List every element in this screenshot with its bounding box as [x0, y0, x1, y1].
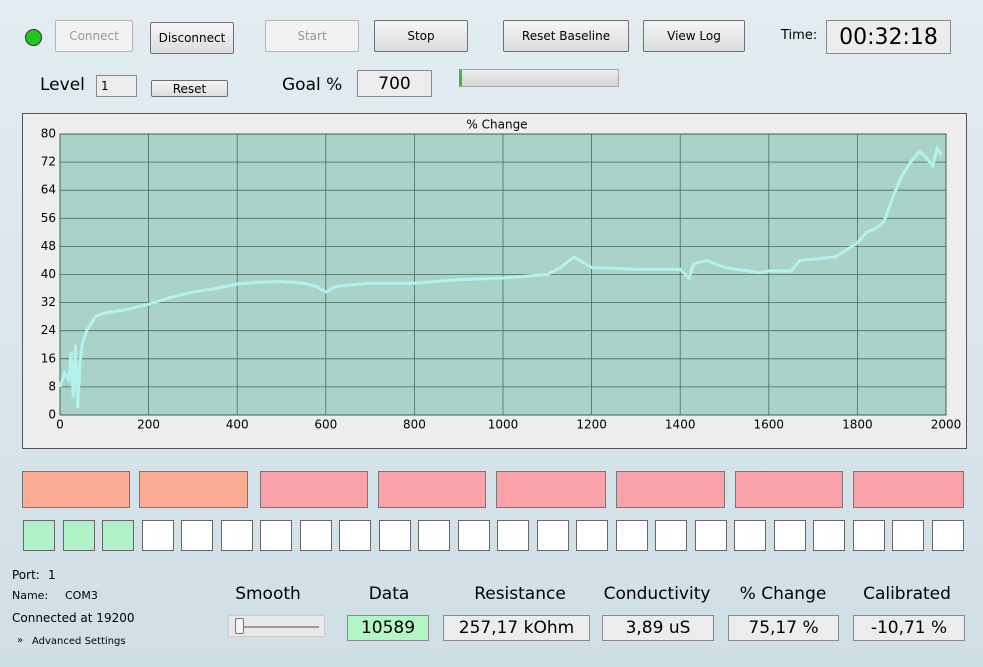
indicator-cell [62, 520, 95, 551]
port-value: 1 [48, 568, 56, 582]
time-display: 00:32:18 [826, 20, 951, 54]
smooth-label: Smooth [235, 584, 301, 604]
name-value: COM3 [65, 589, 98, 602]
indicator-cell [181, 520, 213, 551]
progress-bar [459, 69, 619, 87]
indicator-cell [892, 520, 924, 551]
goal-display: 700 [357, 70, 432, 97]
disconnect-button[interactable]: Disconnect [150, 22, 234, 54]
indicator-cell [655, 520, 687, 551]
y-tick-label: 0 [48, 408, 56, 422]
indicator-cell [220, 520, 253, 551]
readout-value: 3,89 uS [602, 615, 714, 641]
x-tick-label: 1600 [754, 418, 785, 432]
indicator-block [378, 471, 486, 508]
indicator-cell [497, 520, 529, 551]
indicator-cell [615, 520, 648, 551]
x-tick-label: 1400 [665, 418, 696, 432]
indicator-cell [576, 520, 608, 551]
x-tick-label: 1200 [576, 418, 607, 432]
indicator-cell [418, 520, 450, 551]
indicator-block [496, 471, 606, 508]
indicator-block [735, 471, 843, 508]
indicator-cell [378, 520, 411, 551]
connect-button[interactable]: Connect [55, 20, 133, 52]
y-tick-label: 80 [41, 127, 56, 141]
indicator-cell [299, 520, 332, 551]
reset-baseline-button[interactable]: Reset Baseline [503, 20, 629, 52]
indicator-cell [773, 520, 806, 551]
indicator-block [260, 471, 368, 508]
readout-label: % Change [739, 584, 827, 604]
goal-label: Goal % [282, 75, 343, 95]
view-log-button[interactable]: View Log [643, 20, 745, 52]
readout-label: Conductivity [603, 584, 711, 604]
x-tick-label: 1800 [842, 418, 873, 432]
indicator-block [616, 471, 725, 508]
y-tick-label: 56 [41, 211, 56, 225]
readout-label: Resistance [474, 584, 566, 604]
y-tick-label: 72 [41, 155, 56, 169]
indicator-cell [852, 520, 885, 551]
x-tick-label: 600 [314, 418, 337, 432]
readout-value: 75,17 % [728, 615, 839, 641]
indicator-block [139, 471, 248, 508]
stop-button[interactable]: Stop [374, 20, 468, 52]
name-label: Name: [12, 589, 49, 602]
indicator-block [22, 471, 130, 508]
x-tick-label: 1000 [488, 418, 519, 432]
advanced-chevron[interactable]: » [17, 635, 24, 646]
indicator-cell [813, 520, 845, 551]
readout-value: 10589 [347, 615, 429, 641]
indicator-cell [931, 520, 964, 551]
indicator-cell [339, 520, 371, 551]
reset-button[interactable]: Reset [151, 80, 228, 97]
level-input[interactable]: 1 [96, 75, 137, 97]
indicator-cell [102, 520, 134, 551]
level-label: Level [40, 75, 85, 95]
indicator-cell [536, 520, 569, 551]
x-tick-label: 400 [226, 418, 249, 432]
y-tick-label: 24 [41, 323, 56, 337]
x-tick-label: 2000 [931, 418, 962, 432]
data-line [58, 144, 943, 409]
connected-text: Connected at 19200 [12, 611, 135, 625]
readout-value: -10,71 % [853, 615, 965, 641]
x-tick-label: 800 [403, 418, 426, 432]
smooth-slider[interactable] [228, 615, 325, 637]
y-tick-label: 40 [41, 267, 56, 281]
readout-label: Calibrated [863, 584, 951, 604]
indicator-cell [260, 520, 292, 551]
time-label: Time: [781, 28, 818, 43]
indicator-cell [141, 520, 174, 551]
chart-title: % Change [466, 118, 527, 132]
y-tick-label: 8 [48, 379, 56, 393]
indicator-block [853, 471, 964, 508]
advanced-settings[interactable]: Advanced Settings [32, 636, 126, 647]
y-tick-label: 32 [41, 295, 56, 309]
port-label: Port: [12, 568, 40, 582]
indicator-cell [734, 520, 766, 551]
y-tick-label: 64 [41, 183, 56, 197]
y-tick-label: 16 [41, 351, 56, 365]
indicator-cell [23, 520, 55, 551]
indicator-cell [694, 520, 727, 551]
y-tick-label: 48 [41, 239, 56, 253]
readout-label: Data [368, 584, 410, 604]
status-led [25, 29, 42, 46]
indicator-cell [457, 520, 490, 551]
x-tick-label: 0 [56, 418, 64, 432]
x-tick-label: 200 [137, 418, 160, 432]
start-button[interactable]: Start [265, 20, 359, 52]
readout-value: 257,17 kOhm [443, 615, 590, 641]
